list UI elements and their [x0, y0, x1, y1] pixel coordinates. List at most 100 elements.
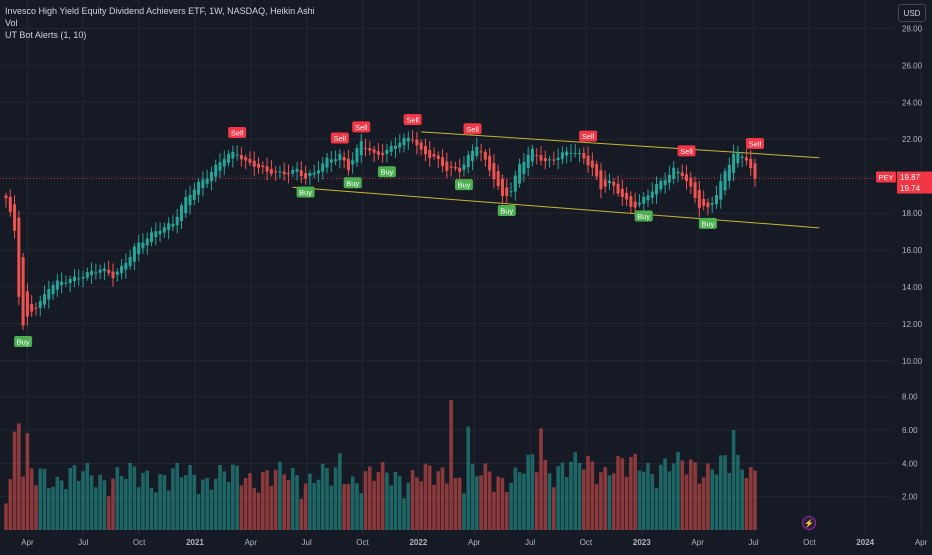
candle-body — [697, 190, 701, 208]
volume-indicator-label[interactable]: Vol — [5, 18, 18, 28]
candle-body — [625, 192, 629, 200]
volume-bar — [718, 455, 723, 530]
candle-body — [393, 145, 397, 149]
candle-body — [162, 227, 166, 233]
volume-bar — [94, 487, 98, 530]
volume-bar — [196, 493, 201, 530]
candle-body — [590, 160, 594, 168]
time-tick-label: Oct — [133, 538, 146, 547]
candle-body — [428, 150, 432, 159]
volume-bar — [192, 474, 197, 530]
candle-body — [295, 168, 299, 172]
time-tick-label: Apr — [21, 538, 34, 547]
volume-bar — [166, 490, 171, 530]
volume-bar — [162, 475, 167, 530]
lightning-icon[interactable]: ⚡ — [802, 516, 816, 530]
candle-body — [13, 204, 17, 231]
candle-body — [257, 163, 261, 168]
candle-body — [85, 272, 89, 278]
price-tick-label: 24.00 — [902, 98, 923, 107]
volume-bar — [624, 476, 629, 530]
volume-bar — [599, 472, 603, 530]
sell-signal-badge — [746, 138, 764, 150]
volume-bar — [316, 479, 321, 530]
volume-bar — [577, 462, 582, 530]
candle-body — [329, 159, 333, 163]
candle-body — [689, 177, 693, 187]
candle-body — [389, 145, 393, 152]
candle-body — [423, 146, 427, 155]
volume-bar — [453, 477, 458, 530]
volume-bar — [269, 485, 274, 530]
time-tick-label: Apr — [915, 538, 928, 547]
volume-bar — [68, 468, 72, 530]
volume-bar — [483, 463, 488, 530]
candle-body — [727, 164, 731, 181]
candle-body — [513, 175, 517, 192]
buy-signal-text: Buy — [346, 179, 359, 188]
volume-bar — [646, 463, 650, 530]
candle-body — [419, 142, 423, 150]
volume-bar — [325, 467, 329, 530]
volume-bar — [171, 468, 175, 530]
volume-bar — [115, 467, 120, 530]
candle-body — [274, 171, 278, 173]
candle-body — [736, 152, 740, 164]
volume-bar — [81, 471, 85, 530]
volume-bar — [64, 489, 68, 530]
candle-body — [560, 152, 564, 159]
volume-bar — [427, 465, 432, 530]
volume-bar — [479, 475, 483, 530]
candle-body — [509, 191, 513, 193]
volume-bar — [372, 480, 376, 530]
symbol-tag-text: PEY — [878, 173, 893, 182]
candle-body — [124, 262, 128, 270]
time-tick-label: Jul — [78, 538, 88, 547]
volume-bar — [641, 471, 646, 530]
volume-bar — [8, 479, 13, 530]
volume-bar — [25, 433, 30, 530]
candle-body — [205, 178, 209, 184]
candle-body — [522, 161, 526, 174]
volume-bar — [440, 467, 445, 530]
volume-bar — [406, 482, 411, 530]
candle-body — [642, 196, 646, 204]
candle-body — [475, 146, 479, 156]
currency-button[interactable]: USD — [898, 4, 926, 22]
candle-body — [316, 170, 320, 174]
candle-body — [47, 289, 51, 300]
candle-body — [291, 170, 295, 174]
buy-signal-badge — [296, 186, 315, 198]
price-tick-label: 28.00 — [902, 24, 923, 33]
volume-bar — [556, 466, 560, 530]
volume-bar — [539, 428, 543, 530]
volume-bar — [359, 493, 364, 530]
candle-body — [359, 141, 363, 156]
prev-price-tag — [897, 182, 932, 194]
symbol-title[interactable]: Invesco High Yield Equity Dividend Achie… — [5, 6, 315, 16]
volume-bar — [205, 477, 209, 530]
candle-body — [201, 179, 205, 189]
sell-signal-text: Sell — [355, 123, 368, 132]
candle-body — [458, 167, 462, 172]
candle-body — [415, 139, 419, 146]
candle-body — [30, 303, 34, 312]
candle-body — [261, 165, 265, 168]
candle-body — [304, 173, 308, 179]
volume-tick-label: 8.00 — [902, 393, 918, 402]
candle-body — [184, 197, 188, 214]
candle-body — [488, 155, 492, 171]
ut-bot-indicator-label[interactable]: UT Bot Alerts (1, 10) — [5, 30, 87, 40]
volume-bar — [449, 400, 453, 530]
candle-body — [436, 155, 440, 159]
candle-body — [637, 202, 641, 205]
candle-body — [209, 172, 213, 182]
volume-bar — [47, 488, 51, 530]
candle-body — [569, 152, 573, 154]
volume-bar — [286, 480, 291, 530]
candle-body — [72, 276, 76, 281]
volume-bar — [590, 461, 595, 530]
volume-bar — [320, 463, 325, 530]
